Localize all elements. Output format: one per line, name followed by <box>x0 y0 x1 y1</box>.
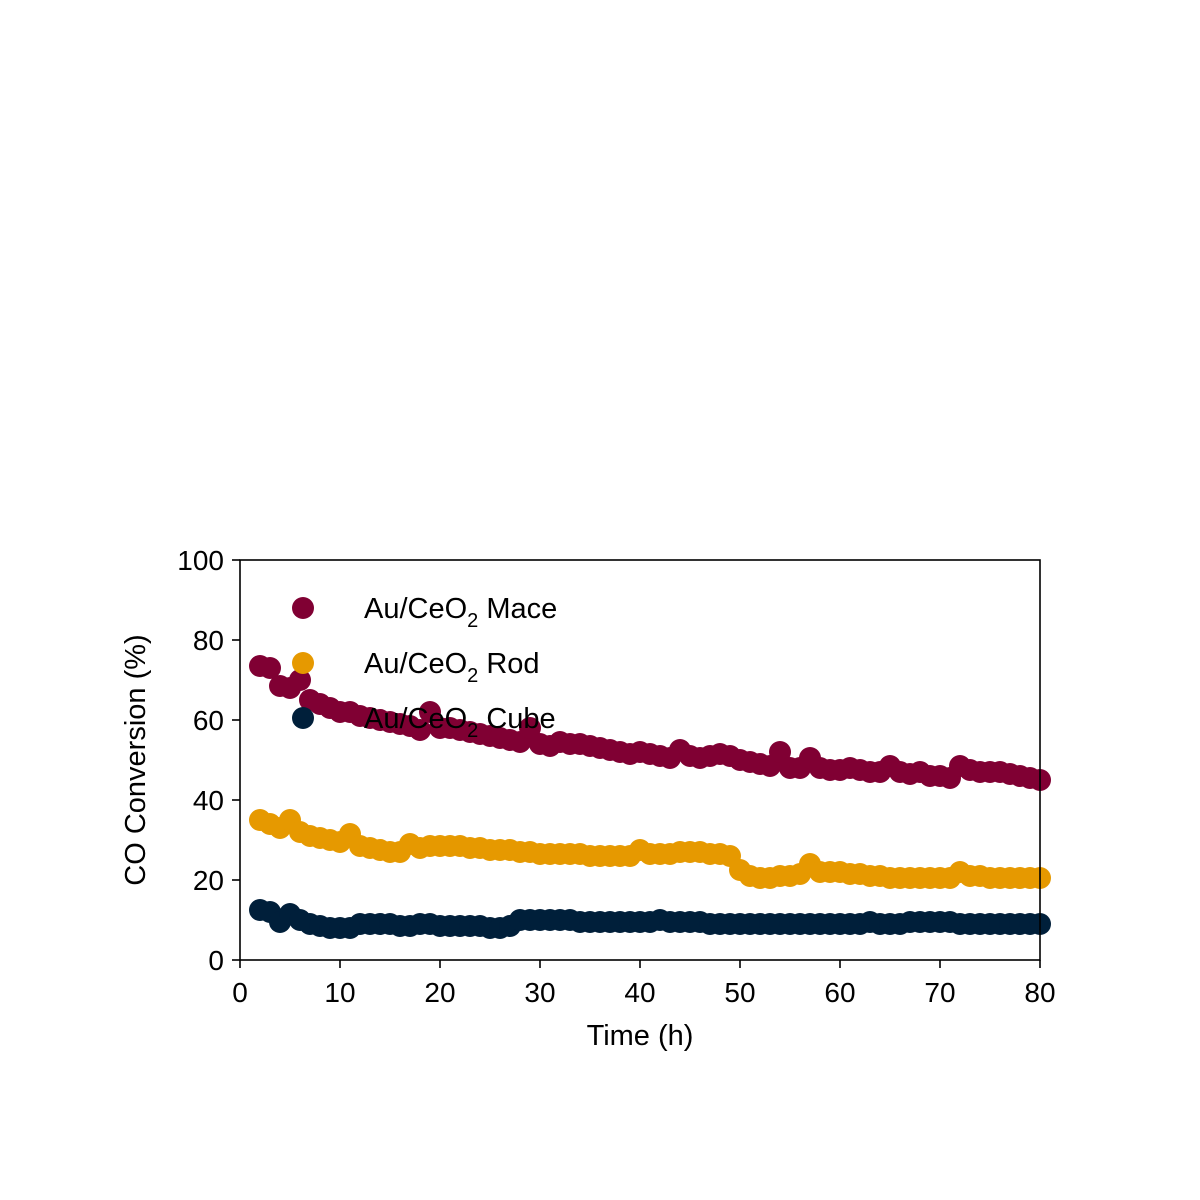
x-tick-label: 30 <box>524 977 555 1008</box>
x-tick-label: 10 <box>324 977 355 1008</box>
x-tick-label: 20 <box>424 977 455 1008</box>
y-tick-label: 80 <box>193 625 224 656</box>
y-axis: 0 20 40 60 80 100 <box>177 545 240 976</box>
legend-marker <box>292 652 314 674</box>
series-1 <box>249 809 1051 889</box>
legend-marker <box>292 597 314 619</box>
x-axis-title: Time (h) <box>587 1020 694 1052</box>
series-0 <box>249 655 1051 791</box>
legend-label: Au/CeO2 Rod <box>364 648 540 687</box>
legend-marker <box>292 707 314 729</box>
x-tick-label: 40 <box>624 977 655 1008</box>
x-tick-label: 0 <box>232 977 248 1008</box>
x-tick-label: 60 <box>824 977 855 1008</box>
y-tick-label: 20 <box>193 865 224 896</box>
x-tick-label: 70 <box>924 977 955 1008</box>
y-tick-label: 40 <box>193 785 224 816</box>
y-tick-label: 0 <box>208 945 224 976</box>
x-tick-label: 80 <box>1024 977 1055 1008</box>
data-point <box>419 701 441 723</box>
legend-label: Au/CeO2 Mace <box>364 593 557 632</box>
legend-item: Au/CeO2 Cube <box>292 703 556 742</box>
y-tick-label: 60 <box>193 705 224 736</box>
data-points-layer <box>249 655 1051 939</box>
x-tick-label: 50 <box>724 977 755 1008</box>
legend-item: Au/CeO2 Mace <box>292 593 557 632</box>
legend-item: Au/CeO2 Rod <box>292 648 540 687</box>
data-point <box>289 669 311 691</box>
series-2 <box>249 899 1051 939</box>
y-tick-label: 100 <box>177 545 224 576</box>
data-point <box>259 657 281 679</box>
legend-label: Au/CeO2 Cube <box>364 703 556 742</box>
data-point <box>769 741 791 763</box>
x-axis: 0 10 20 30 40 50 60 70 80 <box>232 960 1056 1008</box>
data-point <box>519 717 541 739</box>
data-point <box>409 719 431 741</box>
legend: Au/CeO2 Mace Au/CeO2 Rod Au/CeO2 Cube <box>292 593 557 742</box>
y-axis-title: CO Conversion (%) <box>120 634 152 885</box>
